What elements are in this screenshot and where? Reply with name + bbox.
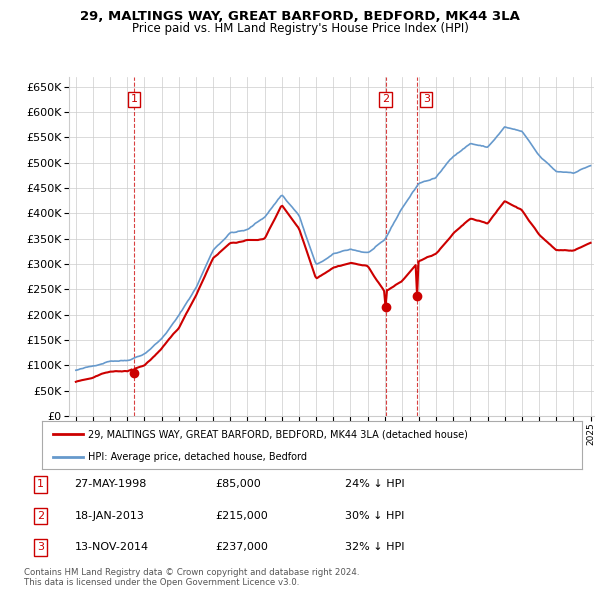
Text: £85,000: £85,000 <box>215 480 261 489</box>
Text: 1: 1 <box>37 480 44 489</box>
Text: 3: 3 <box>37 542 44 552</box>
Text: £215,000: £215,000 <box>215 511 268 521</box>
Text: 32% ↓ HPI: 32% ↓ HPI <box>345 542 404 552</box>
Text: 27-MAY-1998: 27-MAY-1998 <box>74 480 147 489</box>
Text: 29, MALTINGS WAY, GREAT BARFORD, BEDFORD, MK44 3LA: 29, MALTINGS WAY, GREAT BARFORD, BEDFORD… <box>80 10 520 23</box>
Text: This data is licensed under the Open Government Licence v3.0.: This data is licensed under the Open Gov… <box>24 578 299 587</box>
Text: 1: 1 <box>130 94 137 104</box>
Text: 2: 2 <box>37 511 44 521</box>
Text: Price paid vs. HM Land Registry's House Price Index (HPI): Price paid vs. HM Land Registry's House … <box>131 22 469 35</box>
Text: 13-NOV-2014: 13-NOV-2014 <box>74 542 149 552</box>
Text: 29, MALTINGS WAY, GREAT BARFORD, BEDFORD, MK44 3LA (detached house): 29, MALTINGS WAY, GREAT BARFORD, BEDFORD… <box>88 429 468 439</box>
Text: 18-JAN-2013: 18-JAN-2013 <box>74 511 144 521</box>
Text: Contains HM Land Registry data © Crown copyright and database right 2024.: Contains HM Land Registry data © Crown c… <box>24 568 359 577</box>
Text: HPI: Average price, detached house, Bedford: HPI: Average price, detached house, Bedf… <box>88 452 307 462</box>
Text: 24% ↓ HPI: 24% ↓ HPI <box>345 480 405 489</box>
Text: £237,000: £237,000 <box>215 542 268 552</box>
Text: 3: 3 <box>423 94 430 104</box>
Text: 2: 2 <box>382 94 389 104</box>
Text: 30% ↓ HPI: 30% ↓ HPI <box>345 511 404 521</box>
